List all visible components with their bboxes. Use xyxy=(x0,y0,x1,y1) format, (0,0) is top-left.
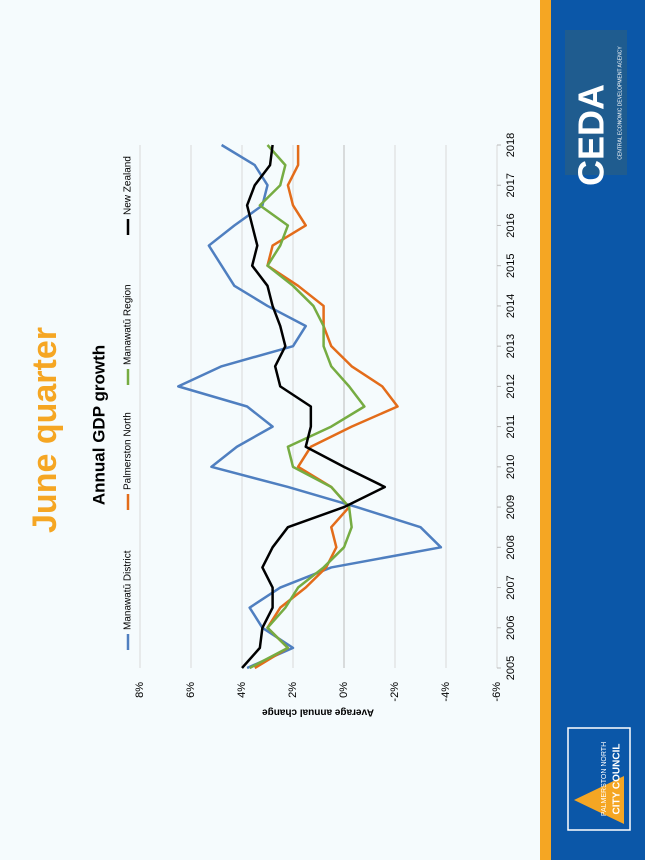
x-tick-label: 2007 xyxy=(505,575,517,599)
x-tick-label: 2014 xyxy=(505,294,517,318)
series-line xyxy=(249,144,366,670)
x-tick-label: 2008 xyxy=(505,535,517,559)
x-tick-label: 2011 xyxy=(505,415,517,439)
legend-label: Manawatū District xyxy=(123,550,134,630)
y-tick-label: 4% xyxy=(236,682,248,698)
legend-label: New Zealand xyxy=(123,156,134,215)
ceda-logo xyxy=(565,30,627,175)
x-tick-label: 2005 xyxy=(505,656,517,680)
y-tick-label: 0% xyxy=(338,682,350,698)
y-tick-label: -6% xyxy=(491,682,503,702)
council-logo-bottom: CITY COUNCIL xyxy=(612,744,623,815)
x-tick-label: 2009 xyxy=(505,495,517,519)
x-tick-label: 2010 xyxy=(505,455,517,479)
y-tick-label: -4% xyxy=(440,682,452,702)
series-line xyxy=(241,144,387,669)
x-tick-label: 2016 xyxy=(505,213,517,237)
background xyxy=(0,0,540,860)
footer xyxy=(551,0,645,860)
legend-label: Palmerston North xyxy=(123,412,134,490)
ceda-logo-subtext: CENTRAL ECONOMIC DEVELOPMENT AGENCY xyxy=(617,46,623,160)
y-tick-label: 6% xyxy=(185,682,197,698)
x-tick-label: 2015 xyxy=(505,253,517,277)
y-tick-label: -2% xyxy=(389,682,401,702)
chart-title: Annual GDP growth xyxy=(89,345,108,505)
slide-title: June quarter xyxy=(26,327,64,533)
y-axis-label: Average annual change xyxy=(262,706,374,717)
x-tick-label: 2006 xyxy=(505,616,517,640)
orange-strip xyxy=(540,0,551,860)
y-tick-label: 2% xyxy=(287,682,299,698)
series-line xyxy=(254,145,399,670)
x-tick-label: 2017 xyxy=(505,173,517,197)
series-line xyxy=(177,143,443,670)
y-tick-label: 8% xyxy=(134,682,146,698)
x-tick-label: 2012 xyxy=(505,374,517,398)
x-tick-label: 2013 xyxy=(505,334,517,358)
council-logo-top: PALMERSTON NORTH xyxy=(601,742,608,816)
council-logo-mark xyxy=(574,776,624,824)
x-tick-label: 2018 xyxy=(505,133,517,157)
legend-label: Manawatū Region xyxy=(123,284,134,365)
ceda-logo-text: CEDA xyxy=(571,84,612,186)
